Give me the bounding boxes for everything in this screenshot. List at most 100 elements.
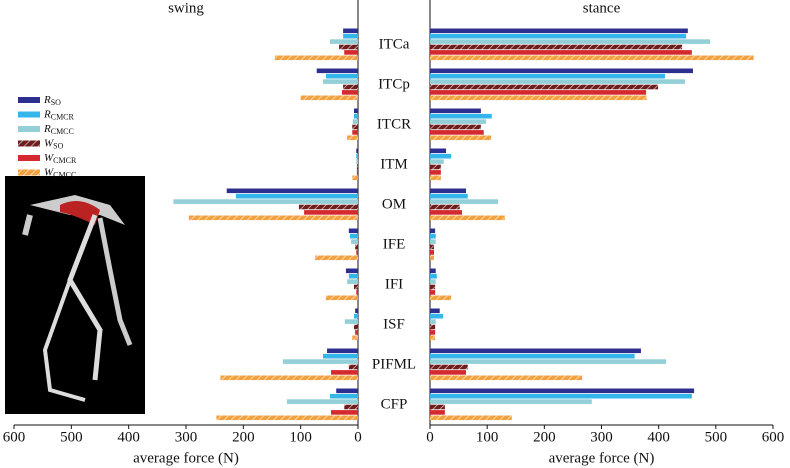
bar	[430, 313, 444, 319]
bar	[430, 279, 436, 284]
legend-subscript: CMCR	[51, 112, 75, 121]
legend-name: R	[43, 108, 51, 120]
bar	[343, 28, 358, 34]
bar	[349, 233, 358, 239]
bar	[216, 415, 358, 421]
legend-subscript: CMCC	[53, 170, 76, 179]
bar	[430, 90, 647, 95]
bar	[353, 324, 358, 330]
x-tick-label: 600	[762, 429, 785, 445]
x-tick-label: 200	[232, 429, 255, 445]
x-tick-label: 600	[3, 429, 26, 445]
bar	[430, 164, 441, 170]
bar	[347, 135, 358, 141]
bar	[430, 244, 435, 250]
bar	[344, 319, 358, 324]
bar	[430, 44, 683, 50]
legend-name: W	[44, 166, 54, 178]
bar	[430, 335, 436, 341]
bar	[356, 170, 358, 175]
bar	[430, 295, 452, 301]
bar	[430, 324, 436, 330]
category-label: PIFML	[372, 356, 416, 372]
bar	[348, 228, 358, 234]
legend-label: WCMCC	[44, 166, 76, 179]
bar	[430, 359, 667, 364]
bar	[286, 399, 358, 404]
bar	[348, 364, 358, 370]
legend-swatch	[18, 111, 40, 118]
bar	[348, 273, 358, 279]
bar	[430, 170, 441, 175]
bar	[356, 148, 358, 154]
bar	[323, 353, 358, 359]
category-label: OM	[382, 196, 406, 212]
bar	[323, 79, 358, 84]
bar	[343, 33, 358, 39]
legend-subscript: SO	[53, 141, 63, 150]
bar	[355, 244, 358, 250]
bar	[430, 95, 647, 101]
bar	[430, 50, 692, 55]
bar	[300, 95, 358, 101]
bar	[430, 84, 659, 90]
bar	[298, 204, 358, 210]
bar	[353, 108, 358, 114]
bar	[329, 39, 358, 44]
bar	[430, 364, 468, 370]
bar	[329, 393, 358, 399]
x-tick-label: 400	[647, 429, 670, 445]
bar	[173, 199, 358, 204]
bar	[347, 279, 358, 284]
bar	[430, 119, 487, 124]
bar	[336, 388, 358, 394]
bar	[356, 250, 358, 255]
bar	[430, 199, 499, 204]
bar	[430, 410, 445, 415]
bar	[325, 295, 358, 301]
x-axis-label: average force (N)	[549, 450, 655, 466]
legend-swatch	[18, 169, 40, 176]
bar	[351, 239, 358, 244]
bar	[352, 175, 358, 181]
x-tick-label: 200	[533, 429, 556, 445]
bar	[343, 84, 358, 90]
bar	[430, 308, 440, 314]
bar	[353, 313, 358, 319]
bar	[430, 399, 592, 404]
bar	[341, 90, 358, 95]
bar	[345, 268, 358, 274]
x-axis-label: average force (N)	[133, 450, 239, 466]
bar	[344, 404, 358, 410]
legend-name: W	[44, 152, 54, 164]
bar	[315, 255, 358, 261]
panel-title: swing	[168, 0, 204, 16]
legend-swatch	[18, 140, 40, 147]
legend-subscript: CMCC	[51, 127, 74, 136]
legend-label: RCMCC	[43, 123, 74, 136]
bar	[331, 410, 358, 415]
bar	[355, 308, 358, 314]
bar	[430, 135, 492, 141]
bar	[430, 175, 441, 181]
legend-name: R	[43, 123, 51, 135]
bar	[430, 124, 481, 130]
bar	[430, 193, 468, 199]
bar	[430, 210, 463, 215]
bar	[352, 119, 358, 124]
category-label: CFP	[381, 396, 408, 412]
legend-name: W	[44, 137, 54, 149]
bar	[430, 130, 484, 135]
bar	[356, 159, 358, 164]
x-tick-label: 300	[175, 429, 198, 445]
bar	[430, 79, 685, 84]
bar	[430, 39, 711, 44]
bar	[355, 330, 358, 335]
bar	[352, 130, 358, 135]
bar	[331, 370, 358, 375]
x-tick-label: 400	[117, 429, 140, 445]
bar	[430, 239, 436, 244]
legend-swatch	[18, 97, 40, 103]
category-label: ITCR	[377, 116, 411, 132]
legend-name: R	[43, 94, 51, 106]
